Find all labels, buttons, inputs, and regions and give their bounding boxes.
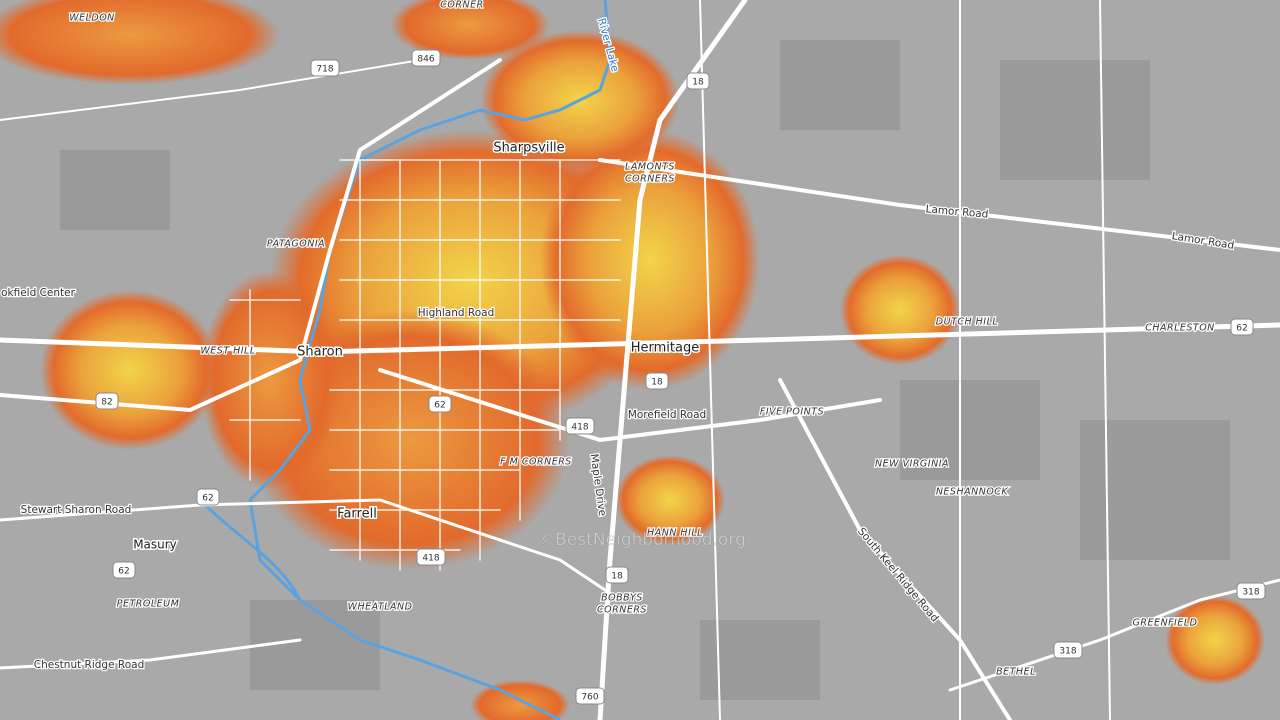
shield-number: 418 xyxy=(422,554,439,564)
water xyxy=(198,0,612,720)
place-label: FIVE POINTS xyxy=(760,407,824,418)
route-shield: 62 xyxy=(428,395,452,413)
route-shield: 846 xyxy=(411,49,441,67)
road-label: Lamor Road xyxy=(925,203,989,220)
place-label: WELDON xyxy=(69,13,115,24)
shield-bg xyxy=(112,561,136,579)
shield-bg xyxy=(411,49,441,67)
shield-number: 318 xyxy=(1059,647,1076,657)
route-shield: 418 xyxy=(416,548,446,566)
shield-bg xyxy=(95,392,119,410)
place-label: WEST HILL xyxy=(200,346,255,357)
route-shield: 62 xyxy=(1230,318,1254,336)
shield-number: 62 xyxy=(118,567,129,577)
route-shield: 760 xyxy=(575,687,605,705)
place-label: DUTCH HILL xyxy=(936,317,998,328)
place-label: Hermitage xyxy=(631,341,699,356)
place-label: PATAGONIA xyxy=(267,239,325,250)
route-shield: 318 xyxy=(1053,641,1083,659)
road-label: Stewart Sharon Road xyxy=(21,504,132,516)
road-label: South Keel Ridge Road xyxy=(855,526,941,625)
place-label: LAMONTS xyxy=(625,162,675,173)
place-label: GREENFIELD xyxy=(1133,618,1198,629)
shield-bg xyxy=(686,72,710,90)
shield-number: 62 xyxy=(1236,324,1247,334)
route-shield: 18 xyxy=(605,566,629,584)
shield-number: 18 xyxy=(692,78,704,88)
shield-number: 318 xyxy=(1242,588,1259,598)
road-label: Highland Road xyxy=(418,307,495,319)
place-label: NEW VIRGINIA xyxy=(875,459,949,470)
place-label: Sharpsville xyxy=(493,141,564,156)
route-shield: 318 xyxy=(1236,582,1266,600)
place-label: WHEATLAND xyxy=(348,602,413,613)
shield-number: 62 xyxy=(202,494,213,504)
route-shield: 418 xyxy=(565,417,595,435)
place-label: BOBBYS xyxy=(601,593,643,604)
shield-bg xyxy=(428,395,452,413)
place-label: HANN HILL xyxy=(647,528,703,539)
shield-number: 418 xyxy=(571,423,588,433)
shield-bg xyxy=(416,548,446,566)
shield-bg xyxy=(196,488,220,506)
route-shield: 718 xyxy=(310,59,340,77)
shield-number: 846 xyxy=(417,55,434,65)
place-label: F M CORNERS xyxy=(500,457,572,468)
route-shield: 62 xyxy=(196,488,220,506)
place-label: okfield Center xyxy=(1,287,76,299)
shield-bg xyxy=(310,59,340,77)
shield-number: 18 xyxy=(651,378,663,388)
shield-number: 18 xyxy=(611,572,623,582)
shield-number: 62 xyxy=(434,401,445,411)
shield-bg xyxy=(645,372,669,390)
place-label: Farrell xyxy=(337,507,377,522)
road-label: Chestnut Ridge Road xyxy=(34,659,145,671)
route-shield: 82 xyxy=(95,392,119,410)
route-shield: 18 xyxy=(645,372,669,390)
route-shield: 62 xyxy=(112,561,136,579)
place-label: CORNERS xyxy=(625,174,675,185)
route-shield: 18 xyxy=(686,72,710,90)
place-label: Masury xyxy=(133,538,177,552)
shield-bg xyxy=(1230,318,1254,336)
place-label: Sharon xyxy=(297,345,343,360)
place-label: BETHEL xyxy=(996,667,1036,678)
place-label: CHARLESTON xyxy=(1145,323,1215,334)
road-label: Lamor Road xyxy=(1171,230,1235,252)
road-label: Maple Drive xyxy=(588,453,609,517)
shield-bg xyxy=(575,687,605,705)
shield-bg xyxy=(1053,641,1083,659)
place-label: CORNER xyxy=(440,0,483,11)
shield-bg xyxy=(565,417,595,435)
route-shields: 718 846 18 62 82 18 62 418 62 62 418 18 318 318 760 xyxy=(95,49,1266,705)
shield-bg xyxy=(1236,582,1266,600)
place-label: PETROLEUM xyxy=(117,599,180,610)
shield-number: 760 xyxy=(581,693,598,703)
shield-bg xyxy=(605,566,629,584)
place-label: NESHANNOCK xyxy=(936,487,1009,498)
place-label: CORNERS xyxy=(597,605,647,616)
place-labels: WELDON CORNER Sharpsville LAMONTS CORNER… xyxy=(0,0,1216,679)
land-patches xyxy=(60,40,1230,700)
road-label: Morefield Road xyxy=(628,409,706,421)
watermark: ©BestNeighborhood.org xyxy=(538,530,746,550)
shield-number: 82 xyxy=(101,398,112,408)
shield-number: 718 xyxy=(316,65,333,75)
